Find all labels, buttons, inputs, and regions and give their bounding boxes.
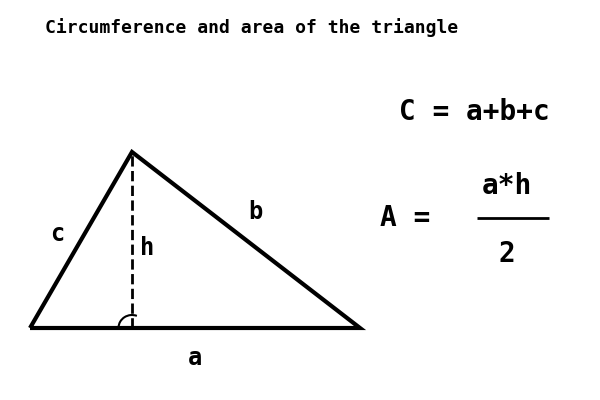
Text: a*h: a*h bbox=[482, 172, 532, 200]
Text: A =: A = bbox=[380, 204, 430, 232]
Text: Circumference and area of the triangle: Circumference and area of the triangle bbox=[46, 18, 458, 38]
Text: C = a+b+c: C = a+b+c bbox=[398, 98, 550, 126]
Text: a: a bbox=[188, 346, 202, 370]
Text: c: c bbox=[50, 222, 64, 246]
Text: b: b bbox=[248, 200, 262, 224]
Text: h: h bbox=[140, 236, 154, 260]
Text: 2: 2 bbox=[499, 240, 515, 268]
